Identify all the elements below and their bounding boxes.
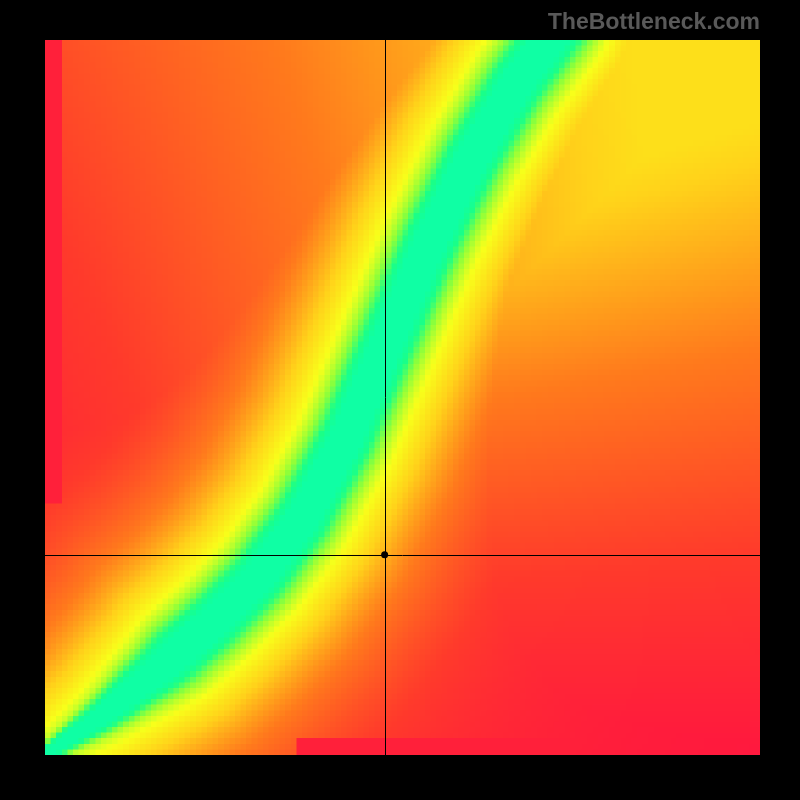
chart-frame: TheBottleneck.com [0, 0, 800, 800]
watermark-text: TheBottleneck.com [548, 8, 760, 35]
crosshair-overlay [45, 40, 760, 755]
